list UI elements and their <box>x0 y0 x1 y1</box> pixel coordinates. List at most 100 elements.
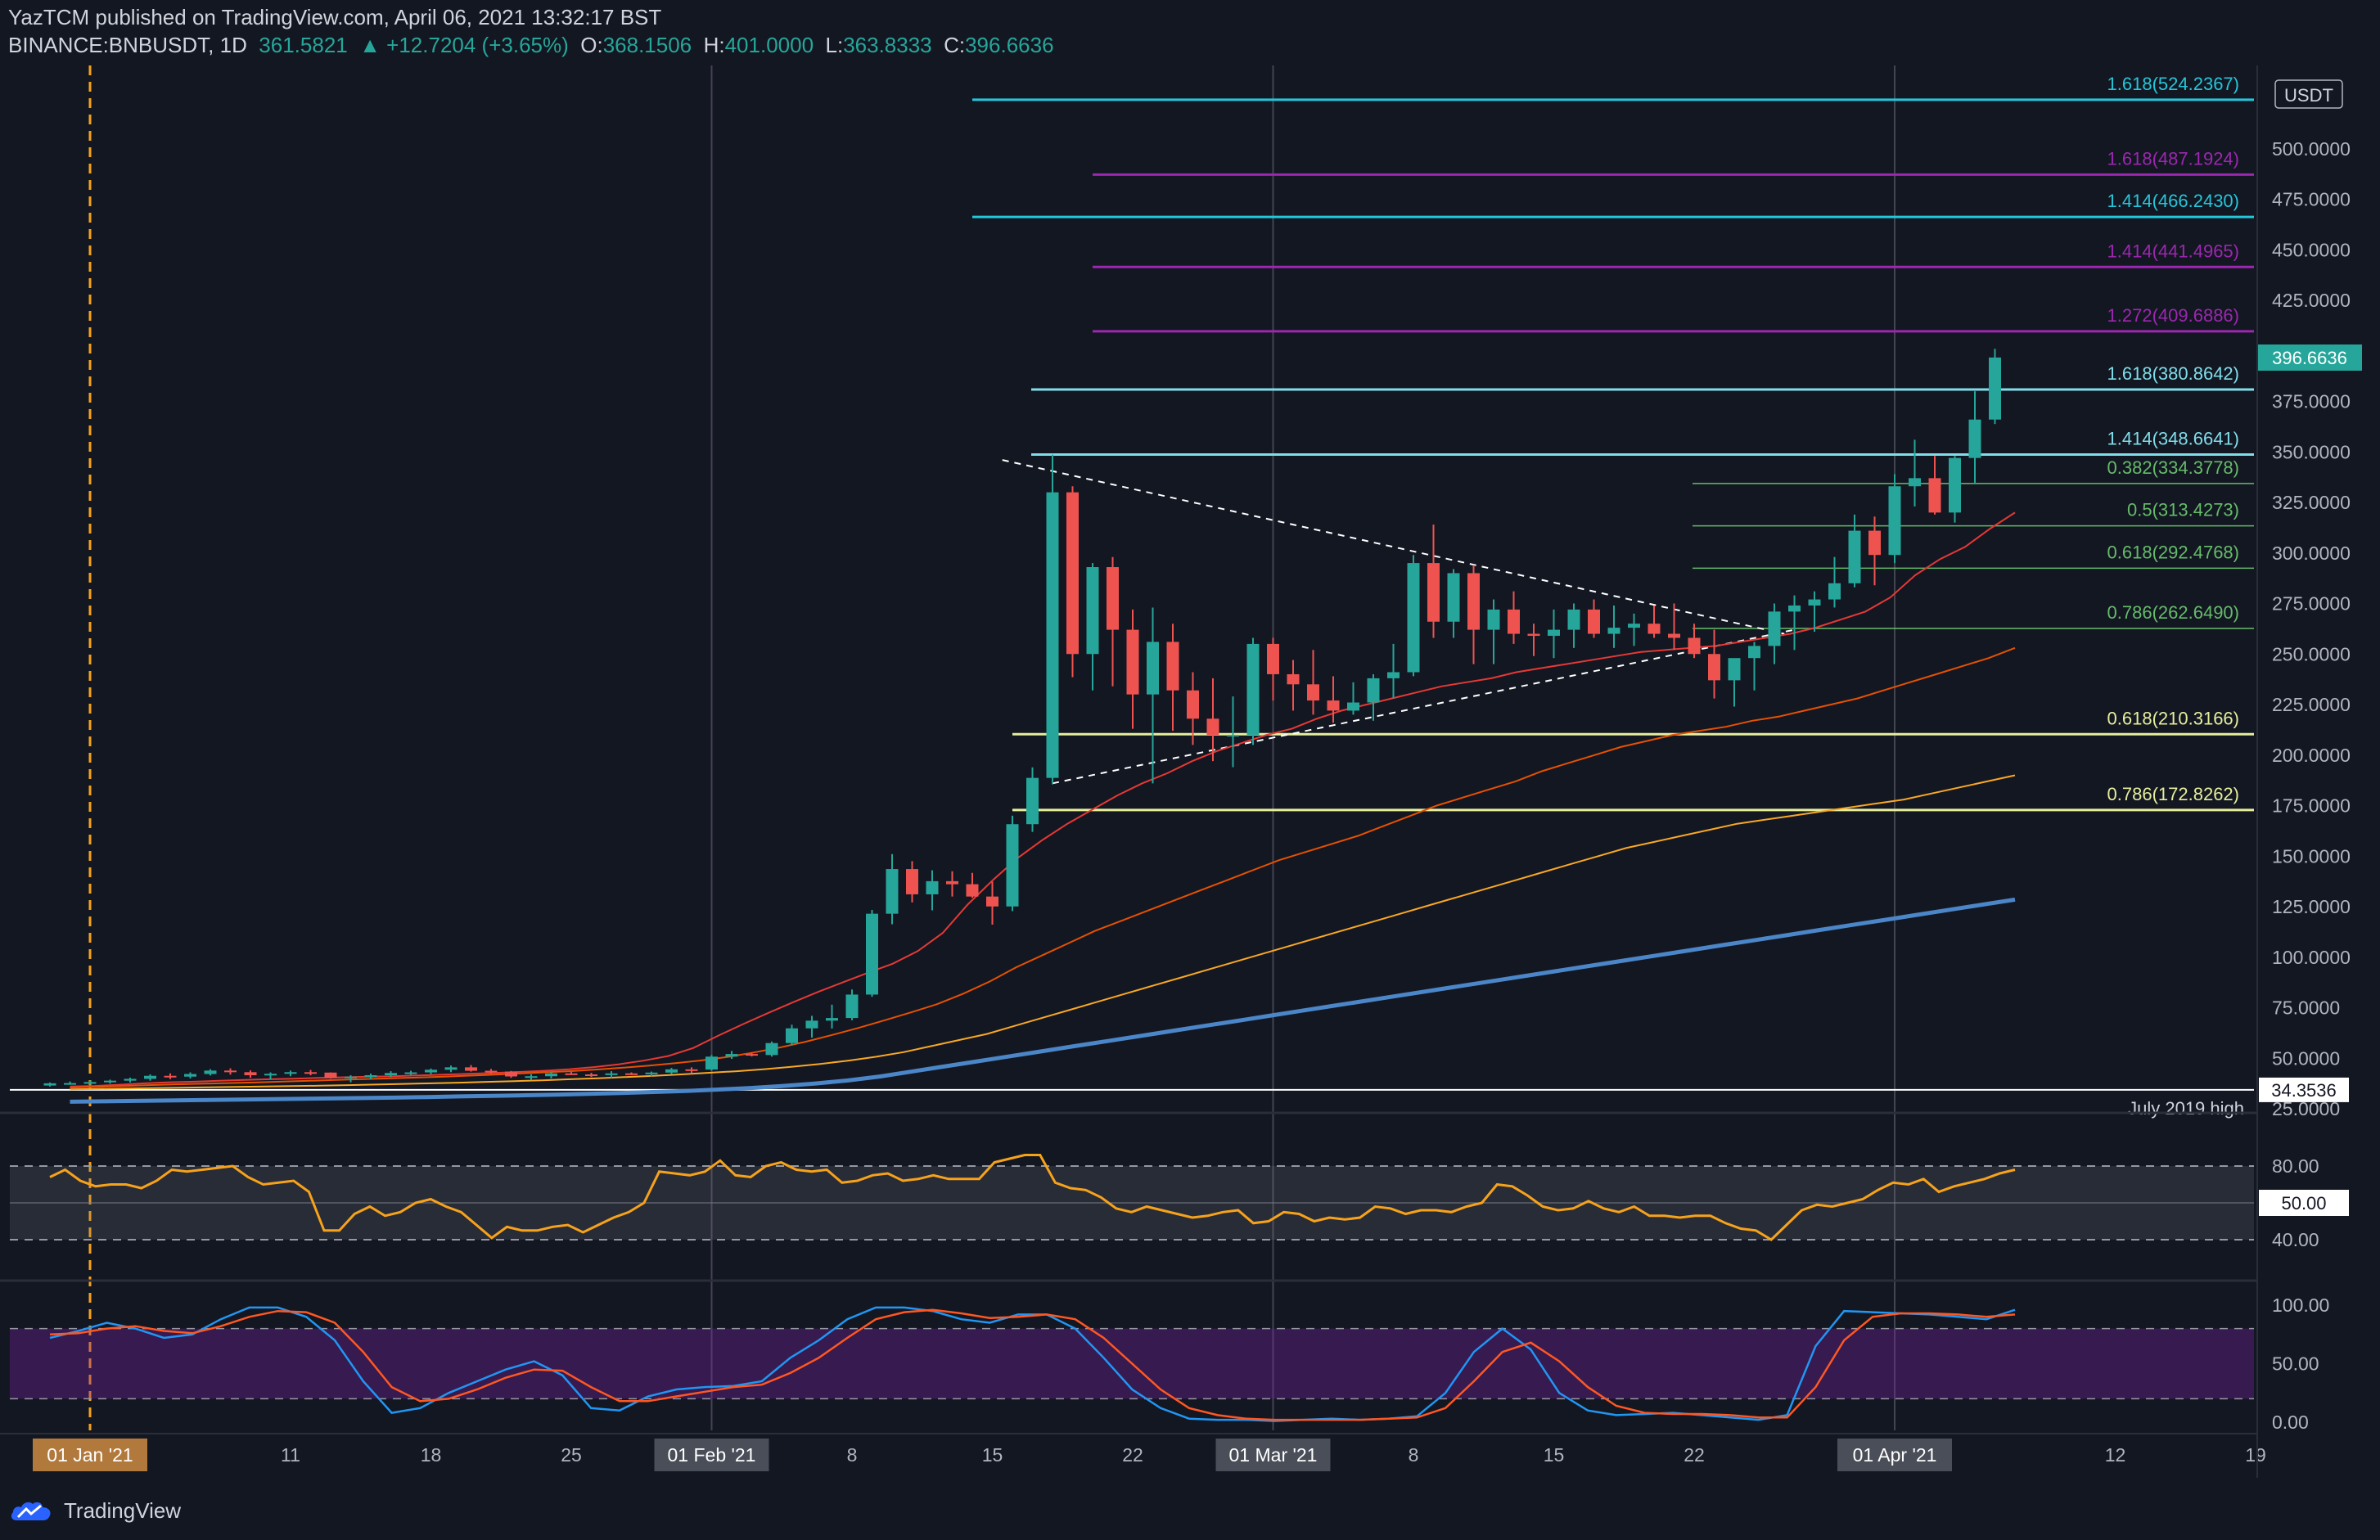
candle-body <box>845 994 859 1019</box>
tradingview-logo[interactable]: TradingView <box>10 1494 181 1527</box>
trendline-upper <box>1002 459 1785 635</box>
x-tick-label: 18 <box>421 1444 442 1466</box>
stoch-line-d <box>49 1308 2016 1421</box>
candle-body <box>1187 690 1199 719</box>
candle-body <box>1607 628 1620 634</box>
candle-body <box>284 1072 297 1074</box>
candle-body <box>805 1020 818 1029</box>
fib-level-label: 0.618(292.4768) <box>2107 542 2239 562</box>
candle-body <box>244 1072 257 1075</box>
july-2019-high-value: 34.3536 <box>2271 1080 2337 1101</box>
x-tick-label: 8 <box>847 1444 858 1466</box>
candle-body <box>1728 658 1741 681</box>
candle-body <box>545 1073 557 1077</box>
candle-body <box>1668 633 1680 638</box>
candle-body <box>1808 599 1821 606</box>
price-tick-label: 350.0000 <box>2272 441 2351 462</box>
candle-body <box>485 1070 498 1073</box>
high-value: 401.0000 <box>724 33 814 57</box>
x-tick-label: 19 <box>2245 1444 2266 1466</box>
x-tick-label: 15 <box>982 1444 1003 1466</box>
price-tick-label: 450.0000 <box>2272 239 2351 260</box>
july-2019-high-annotation: July 2019 high <box>2128 1098 2244 1119</box>
open-label: O: <box>580 33 603 57</box>
tradingview-cloud-icon <box>11 1502 51 1520</box>
candle-body <box>1246 643 1260 736</box>
x-tick-label: 22 <box>1684 1444 1705 1466</box>
rsi-tick-80: 80.00 <box>2272 1155 2319 1177</box>
price-tick-label: 100.0000 <box>2272 947 2351 968</box>
publisher-line: YazTCM published on TradingView.com, Apr… <box>8 5 662 29</box>
price-tick-label: 250.0000 <box>2272 643 2351 664</box>
x-tick-label: 22 <box>1122 1444 1143 1466</box>
price-tick-label: 150.0000 <box>2272 845 2351 867</box>
candle-body <box>1066 492 1079 655</box>
price-tick-label: 125.0000 <box>2272 896 2351 917</box>
candle-body <box>1086 567 1099 655</box>
fib-level-label: 1.272(409.6886) <box>2107 305 2239 326</box>
close-label: C: <box>944 33 966 57</box>
candle-body <box>1006 824 1019 907</box>
candle-body <box>705 1056 718 1070</box>
candle-body <box>1126 629 1139 695</box>
candle-body <box>1909 478 1921 487</box>
price-tick-label: 275.0000 <box>2272 593 2351 615</box>
price-tick-label: 300.0000 <box>2272 543 2351 564</box>
candle-body <box>465 1067 477 1071</box>
candle-body <box>124 1078 137 1081</box>
stoch-tick-label: 50.00 <box>2272 1353 2319 1375</box>
candle-body <box>1888 486 1901 556</box>
fib-level-label: 1.414(441.4965) <box>2107 241 2239 261</box>
open-value: 368.1506 <box>602 33 692 57</box>
candle-body <box>425 1069 437 1073</box>
x-tick-label: 01 Feb '21 <box>668 1444 756 1466</box>
rsi-tick-40: 40.00 <box>2272 1229 2319 1250</box>
candle-body <box>1648 624 1661 634</box>
candle-body <box>1527 633 1540 637</box>
candle-body <box>184 1074 196 1077</box>
candle-body <box>304 1072 317 1074</box>
price-tick-label: 375.0000 <box>2272 391 2351 412</box>
candle-body <box>625 1073 638 1075</box>
moving-average-100 <box>70 774 2016 1091</box>
candle-body <box>1928 478 1941 513</box>
candle-body <box>1708 654 1720 681</box>
candle-body <box>1868 530 1881 556</box>
candle-body <box>685 1069 698 1071</box>
price-tick-label: 175.0000 <box>2272 795 2351 817</box>
candle-body <box>1327 700 1340 711</box>
x-tick-label: 11 <box>281 1444 300 1466</box>
fib-level-label: 1.414(466.2430) <box>2107 191 2239 211</box>
rsi-line <box>49 1154 2016 1241</box>
candle-body <box>1628 624 1640 628</box>
candle-body <box>1548 629 1560 637</box>
fib-level-label: 0.618(210.3166) <box>2107 708 2239 728</box>
candle-body <box>164 1075 177 1078</box>
candle-body <box>345 1076 357 1078</box>
rsi-current-label: 50.00 <box>2281 1193 2326 1214</box>
candle-body <box>1768 611 1781 646</box>
fib-level-label: 1.414(348.6641) <box>2107 429 2239 449</box>
candle-body <box>906 869 918 894</box>
x-tick-label: 01 Apr '21 <box>1853 1444 1937 1466</box>
fib-level-label: 0.786(262.6490) <box>2107 602 2239 623</box>
price-change: ▲ +12.7204 (+3.65%) <box>359 33 569 57</box>
candle-body <box>525 1076 538 1078</box>
candle-body <box>966 884 979 897</box>
candle-body <box>1107 567 1119 630</box>
fib-level-label: 1.618(380.8642) <box>2107 363 2239 384</box>
candle-body <box>1147 642 1159 695</box>
price-tick-label: 500.0000 <box>2272 138 2351 160</box>
current-price-label: 396.6636 <box>2272 348 2347 368</box>
candle-body <box>1748 646 1760 659</box>
candle-body <box>1588 609 1600 634</box>
x-month-badge <box>654 1439 769 1471</box>
candle-body <box>605 1073 618 1075</box>
tradingview-logo-text: TradingView <box>64 1497 182 1523</box>
x-month-badge <box>33 1439 147 1471</box>
candle-body <box>43 1083 56 1086</box>
candle-body <box>1267 643 1279 674</box>
price-tick-label: 425.0000 <box>2272 290 2351 311</box>
fib-level-label: 0.786(172.8262) <box>2107 784 2239 804</box>
